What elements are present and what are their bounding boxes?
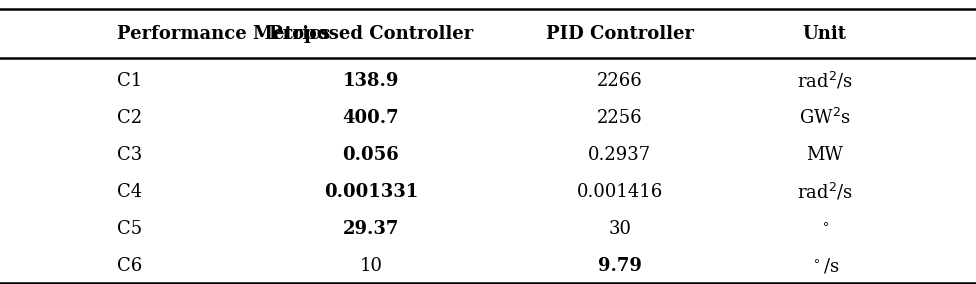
Text: rad$^2$/s: rad$^2$/s (796, 70, 853, 91)
Text: C4: C4 (117, 183, 142, 201)
Text: 9.79: 9.79 (598, 256, 641, 275)
Text: 30: 30 (608, 220, 631, 238)
Text: Performance Metrics: Performance Metrics (117, 25, 330, 43)
Text: PID Controller: PID Controller (546, 25, 694, 43)
Text: 400.7: 400.7 (343, 109, 399, 127)
Text: Unit: Unit (802, 25, 847, 43)
Text: 2256: 2256 (597, 109, 642, 127)
Text: $^\circ$/s: $^\circ$/s (810, 256, 839, 275)
Text: C2: C2 (117, 109, 142, 127)
Text: C3: C3 (117, 146, 142, 164)
Text: C5: C5 (117, 220, 142, 238)
Text: 10: 10 (359, 256, 383, 275)
Text: 0.056: 0.056 (343, 146, 399, 164)
Text: 0.001331: 0.001331 (324, 183, 418, 201)
Text: $^\circ$: $^\circ$ (820, 220, 830, 238)
Text: 29.37: 29.37 (343, 220, 399, 238)
Text: C6: C6 (117, 256, 142, 275)
Text: 0.001416: 0.001416 (577, 183, 663, 201)
Text: MW: MW (806, 146, 843, 164)
Text: rad$^2$/s: rad$^2$/s (796, 181, 853, 202)
Text: 0.2937: 0.2937 (589, 146, 651, 164)
Text: C1: C1 (117, 72, 142, 90)
Text: GW$^2$s: GW$^2$s (798, 108, 851, 128)
Text: 2266: 2266 (597, 72, 642, 90)
Text: Proposed Controller: Proposed Controller (268, 25, 473, 43)
Text: 138.9: 138.9 (343, 72, 399, 90)
